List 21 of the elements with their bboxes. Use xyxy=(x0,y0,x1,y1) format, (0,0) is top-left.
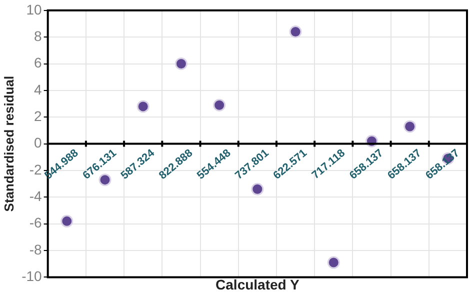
y-axis-title: Standardised residual xyxy=(1,76,16,212)
point xyxy=(251,182,264,196)
point xyxy=(174,58,188,70)
point xyxy=(404,120,416,133)
y-tick-label: -4 xyxy=(29,188,42,204)
y-tick-label: 0 xyxy=(34,134,42,151)
y-tick-label: 10 xyxy=(26,1,42,18)
y-tick-label: 8 xyxy=(34,28,42,44)
point xyxy=(213,98,226,112)
point xyxy=(327,256,340,269)
y-tick-label: -10 xyxy=(22,268,42,284)
point xyxy=(136,100,150,113)
y-tick-label: -8 xyxy=(29,241,42,258)
y-tick-label: 6 xyxy=(34,54,42,71)
point xyxy=(289,25,302,38)
y-tick-label: 4 xyxy=(34,81,42,98)
y-tick-label: -6 xyxy=(29,214,42,231)
point xyxy=(60,214,74,228)
y-tick-label: -2 xyxy=(29,161,42,178)
y-tick-label: 2 xyxy=(34,108,42,124)
x-axis-title: Calculated Y xyxy=(216,276,300,292)
